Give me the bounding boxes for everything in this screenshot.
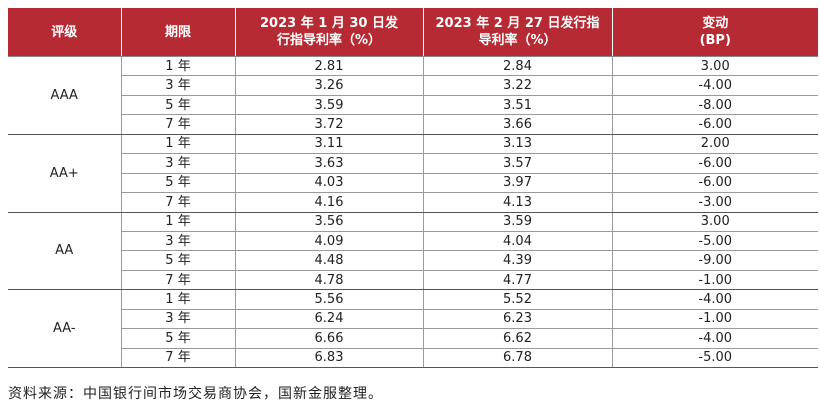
jan-rate-cell: 6.66	[235, 328, 424, 349]
term-cell: 1 年	[121, 134, 236, 155]
table-row: AAA 1 年 2.81 2.84 3.00	[8, 56, 818, 135]
header-change-line1: 变动	[702, 16, 729, 31]
change-cell: -4.00	[612, 328, 818, 349]
table-row: AA 1 年 3.56 3.59 3.00	[8, 212, 818, 291]
jan-rate-cell: 3.26	[235, 75, 424, 96]
header-jan-rate-line2: 行指导利率（%）	[276, 33, 382, 48]
table-row: 5 年 4.48 4.39 -9.00	[8, 250, 818, 271]
grade-cell-aaa: AAA	[8, 56, 122, 135]
term-cell: 5 年	[121, 250, 236, 271]
table-row: AA- 1 年 5.56 5.52 -4.00	[8, 289, 818, 368]
feb-rate-cell: 3.13	[423, 134, 613, 155]
change-cell: -8.00	[612, 95, 818, 116]
feb-rate-cell: 4.04	[423, 231, 613, 252]
table-row: AA+ 1 年 3.11 3.13 2.00	[8, 134, 818, 213]
source-note: 资料来源：中国银行间市场交易商协会，国新金服整理。	[8, 386, 383, 402]
term-cell: 5 年	[121, 95, 236, 116]
change-cell: -4.00	[612, 289, 818, 310]
jan-rate-cell: 6.83	[235, 348, 424, 369]
term-cell: 3 年	[121, 75, 236, 96]
rate-table: 评级 期限 2023 年 1 月 30 日发 行指导利率（%） 2023 年 2…	[8, 8, 818, 369]
feb-rate-cell: 3.22	[423, 75, 613, 96]
jan-rate-cell: 4.78	[235, 270, 424, 291]
change-cell: -1.00	[612, 270, 818, 291]
header-grade: 评级	[8, 8, 122, 57]
header-feb-rate-line1: 2023 年 2 月 27 日发行指	[435, 16, 600, 31]
header-term: 期限	[121, 8, 236, 57]
table-row: 3 年 3.26 3.22 -4.00	[8, 75, 818, 96]
jan-rate-cell: 4.09	[235, 231, 424, 252]
header-feb-rate: 2023 年 2 月 27 日发行指 导利率（%）	[423, 8, 613, 57]
term-cell: 5 年	[121, 173, 236, 194]
term-cell: 3 年	[121, 309, 236, 330]
change-cell: -6.00	[612, 173, 818, 194]
table-row: 7 年 6.83 6.78 -5.00	[8, 348, 818, 369]
jan-rate-cell: 3.59	[235, 95, 424, 116]
feb-rate-cell: 3.59	[423, 212, 613, 232]
jan-rate-cell: 3.72	[235, 114, 424, 135]
feb-rate-cell: 2.84	[423, 56, 613, 77]
change-cell: -4.00	[612, 75, 818, 96]
feb-rate-cell: 6.78	[423, 348, 613, 369]
header-change-line2: (BP)	[699, 33, 731, 48]
jan-rate-cell: 3.56	[235, 212, 424, 232]
term-cell: 1 年	[121, 289, 236, 310]
term-cell: 5 年	[121, 328, 236, 349]
term-cell: 7 年	[121, 114, 236, 135]
term-cell: 1 年	[121, 212, 236, 232]
feb-rate-cell: 4.77	[423, 270, 613, 291]
jan-rate-cell: 3.11	[235, 134, 424, 155]
change-cell: 3.00	[612, 212, 818, 232]
change-cell: 3.00	[612, 56, 818, 77]
term-cell: 1 年	[121, 56, 236, 77]
table-row: 3 年 6.24 6.23 -1.00	[8, 309, 818, 330]
table-row: 7 年 4.16 4.13 -3.00	[8, 192, 818, 213]
table-row: 5 年 3.59 3.51 -8.00	[8, 95, 818, 116]
change-cell: -1.00	[612, 309, 818, 330]
jan-rate-cell: 4.16	[235, 192, 424, 213]
grade-cell-aa: AA	[8, 212, 122, 291]
term-cell: 3 年	[121, 153, 236, 174]
table-row: 3 年 3.63 3.57 -6.00	[8, 153, 818, 174]
feb-rate-cell: 3.97	[423, 173, 613, 194]
jan-rate-cell: 5.56	[235, 289, 424, 310]
jan-rate-cell: 4.48	[235, 250, 424, 271]
jan-rate-cell: 3.63	[235, 153, 424, 174]
header-jan-rate: 2023 年 1 月 30 日发 行指导利率（%）	[235, 8, 424, 57]
change-cell: 2.00	[612, 134, 818, 155]
feb-rate-cell: 5.52	[423, 289, 613, 310]
header-change: 变动 (BP)	[612, 8, 818, 57]
feb-rate-cell: 4.13	[423, 192, 613, 213]
term-cell: 7 年	[121, 348, 236, 369]
feb-rate-cell: 6.23	[423, 309, 613, 330]
jan-rate-cell: 4.03	[235, 173, 424, 194]
grade-cell-aa-plus: AA+	[8, 134, 122, 213]
feb-rate-cell: 3.66	[423, 114, 613, 135]
header-row: 评级 期限 2023 年 1 月 30 日发 行指导利率（%） 2023 年 2…	[8, 8, 818, 57]
change-cell: -3.00	[612, 192, 818, 213]
term-cell: 7 年	[121, 270, 236, 291]
table-row: 7 年 3.72 3.66 -6.00	[8, 114, 818, 135]
feb-rate-cell: 3.57	[423, 153, 613, 174]
feb-rate-cell: 3.51	[423, 95, 613, 116]
table-row: 5 年 6.66 6.62 -4.00	[8, 328, 818, 349]
term-cell: 3 年	[121, 231, 236, 252]
jan-rate-cell: 2.81	[235, 56, 424, 77]
table-row: 7 年 4.78 4.77 -1.00	[8, 270, 818, 291]
feb-rate-cell: 6.62	[423, 328, 613, 349]
table-row: 3 年 4.09 4.04 -5.00	[8, 231, 818, 252]
header-feb-rate-line2: 导利率（%）	[478, 33, 557, 48]
change-cell: -6.00	[612, 114, 818, 135]
header-jan-rate-line1: 2023 年 1 月 30 日发	[260, 16, 398, 31]
change-cell: -5.00	[612, 348, 818, 369]
term-cell: 7 年	[121, 192, 236, 213]
table-row: 5 年 4.03 3.97 -6.00	[8, 173, 818, 194]
grade-cell-aa-minus: AA-	[8, 289, 122, 368]
feb-rate-cell: 4.39	[423, 250, 613, 271]
jan-rate-cell: 6.24	[235, 309, 424, 330]
change-cell: -5.00	[612, 231, 818, 252]
change-cell: -6.00	[612, 153, 818, 174]
change-cell: -9.00	[612, 250, 818, 271]
